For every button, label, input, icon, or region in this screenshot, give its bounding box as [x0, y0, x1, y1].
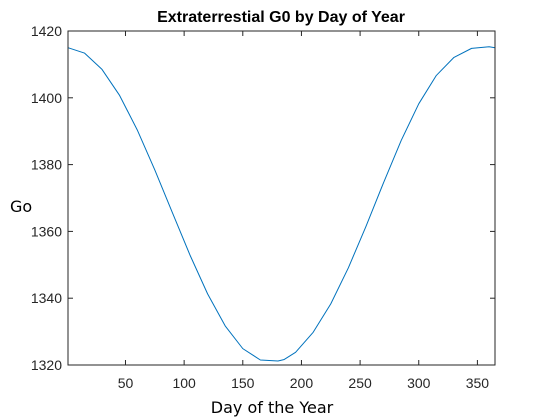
series-layer [67, 46, 496, 362]
y-tick-label-0: 1320 [31, 357, 62, 373]
y-tick-label-1: 1340 [31, 290, 62, 306]
x-tick-label-0: 50 [118, 375, 134, 391]
x-tick-label-6: 350 [466, 375, 490, 391]
x-tick-label-5: 300 [407, 375, 431, 391]
y-tick-label-2: 1360 [31, 223, 62, 239]
y-tick-label-5: 1420 [31, 23, 62, 39]
series-line-0 [67, 46, 496, 362]
x-tick-label-4: 250 [348, 375, 372, 391]
tick-labels: 50 100 150 200 250 300 350 1320 1340 1360 1380 1400… [31, 23, 489, 391]
y-axis-label: Go [10, 197, 32, 216]
y-tick-label-4: 1400 [31, 90, 62, 106]
y-tick-label-3: 1380 [31, 157, 62, 173]
chart-title: Extraterrestial G0 by Day of Year [157, 9, 405, 26]
x-tick-label-2: 150 [231, 375, 255, 391]
x-tick-label-3: 200 [290, 375, 314, 391]
plot-frame [67, 30, 496, 366]
x-tick-label-1: 100 [172, 375, 196, 391]
plot-background [68, 31, 495, 365]
x-axis-label: Day of the Year [211, 398, 334, 417]
